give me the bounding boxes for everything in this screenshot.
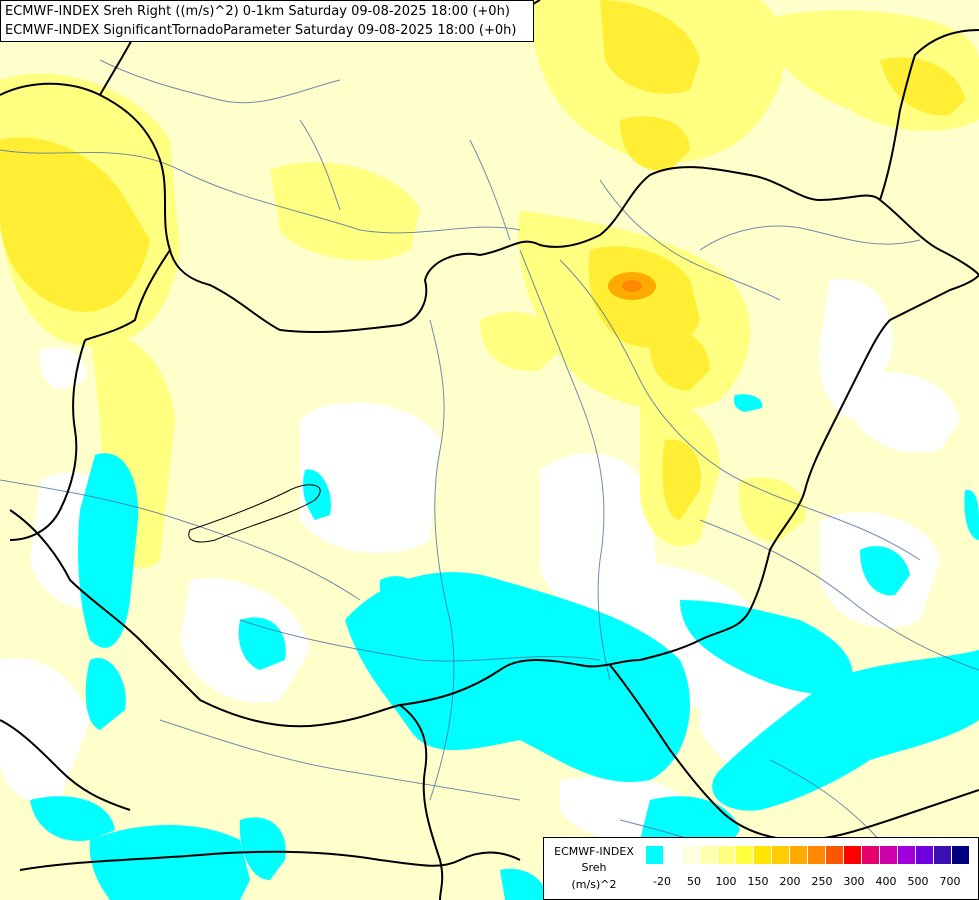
legend-swatch [898, 846, 916, 864]
legend-tick-label: 700 [939, 875, 961, 888]
legend-title-2: Sreh [581, 861, 607, 874]
legend-swatch [844, 846, 862, 864]
legend-swatch [736, 846, 754, 864]
title-line-2: ECMWF-INDEX SignificantTornadoParameter … [5, 23, 517, 38]
legend-title-3: (m/s)^2 [571, 878, 617, 891]
legend-swatch [808, 846, 826, 864]
legend-tick-label: 500 [907, 875, 929, 888]
lake-outline [188, 484, 321, 543]
legend-swatch [772, 846, 790, 864]
legend-swatch [826, 846, 844, 864]
legend-swatch [880, 846, 898, 864]
legend-swatch [646, 846, 664, 864]
legend-swatch [862, 846, 880, 864]
legend-tick-label: 100 [715, 875, 737, 888]
legend-tick-label: 250 [811, 875, 833, 888]
legend-tick-label: 50 [687, 875, 701, 888]
legend-tick-label: 200 [779, 875, 801, 888]
legend-tick-label: 400 [875, 875, 897, 888]
legend-swatch [664, 846, 682, 864]
orange-core [622, 280, 642, 292]
legend-title-1: ECMWF-INDEX [554, 845, 634, 858]
legend-swatch [682, 846, 700, 864]
legend-tick-label: 300 [843, 875, 865, 888]
legend-swatch [916, 846, 934, 864]
legend-tick-label: -20 [653, 875, 671, 888]
legend-swatch [934, 846, 952, 864]
title-line-1: ECMWF-INDEX Sreh Right ((m/s)^2) 0-1km S… [5, 4, 510, 19]
color-legend: ECMWF-INDEX Sreh (m/s)^2 -20 50 100 150 200 2… [543, 837, 979, 900]
legend-swatch [754, 846, 772, 864]
title-box: ECMWF-INDEX Sreh Right ((m/s)^2) 0-1km S… [0, 0, 534, 42]
yellow-high-areas [0, 0, 965, 520]
legend-swatch [790, 846, 808, 864]
legend-swatch [700, 846, 718, 864]
legend-swatch [952, 846, 970, 864]
legend-tick-label: 150 [747, 875, 769, 888]
legend-swatch [718, 846, 736, 864]
